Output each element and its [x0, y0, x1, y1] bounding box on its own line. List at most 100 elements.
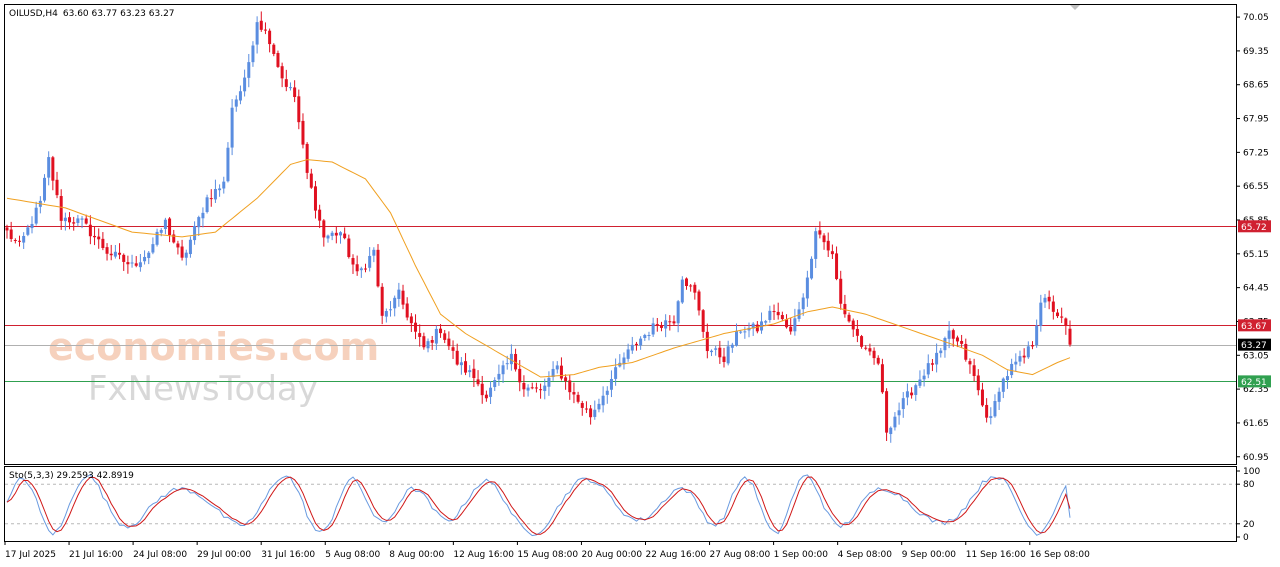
- candle-body: [964, 343, 968, 360]
- candle-body: [97, 236, 101, 240]
- candle-body: [376, 249, 380, 287]
- y-tick-label: 69.35: [1243, 47, 1269, 57]
- candle: [643, 333, 647, 341]
- candle: [343, 227, 347, 240]
- candle-body: [943, 337, 947, 351]
- candle-body: [1055, 312, 1059, 317]
- candle-body: [597, 403, 601, 410]
- candle: [459, 357, 463, 375]
- candle: [455, 343, 459, 366]
- candle: [872, 347, 876, 365]
- candle: [876, 355, 880, 366]
- candle: [172, 229, 176, 244]
- x-tick-label: 29 Jul 00:00: [197, 550, 251, 560]
- candle-body: [639, 338, 643, 346]
- candle: [34, 201, 38, 226]
- candle: [797, 301, 801, 322]
- candle: [860, 334, 864, 349]
- candle: [743, 326, 747, 339]
- candle: [918, 370, 922, 389]
- candle-body: [634, 343, 638, 346]
- candle: [393, 295, 397, 317]
- candle-body: [1014, 361, 1018, 365]
- candle: [689, 284, 693, 292]
- candle: [593, 400, 597, 420]
- candle-body: [805, 277, 809, 299]
- candle: [714, 345, 718, 356]
- candle: [188, 236, 192, 258]
- candle-body: [1001, 378, 1005, 392]
- candle-body: [76, 218, 80, 223]
- candle: [543, 378, 547, 400]
- candle-body: [284, 79, 288, 87]
- y-tick-label: 70.05: [1243, 13, 1269, 23]
- candle: [489, 381, 493, 405]
- candle: [605, 386, 609, 404]
- candle-body: [276, 53, 280, 67]
- candle-body: [218, 188, 222, 191]
- candle: [272, 43, 276, 57]
- candle-body: [101, 238, 105, 249]
- candle-body: [18, 240, 22, 242]
- candle-body: [351, 258, 355, 265]
- candle-body: [105, 247, 109, 254]
- candle: [826, 232, 830, 257]
- candle: [864, 345, 868, 351]
- stoch-main-line: [6, 474, 1071, 537]
- candle-body: [243, 77, 247, 92]
- candle-body: [422, 336, 426, 348]
- candle-body: [355, 264, 359, 272]
- candle: [180, 239, 184, 261]
- candle: [922, 369, 926, 387]
- candle: [772, 304, 776, 320]
- candle: [184, 249, 188, 266]
- candle: [126, 255, 130, 274]
- stochastic-layer: 100 80 20 0: [5, 467, 1260, 543]
- candle: [555, 361, 559, 374]
- candle: [259, 11, 263, 32]
- candle: [143, 250, 147, 265]
- candle-body: [614, 367, 618, 379]
- candle: [197, 215, 201, 237]
- candle-body: [518, 368, 522, 383]
- candle: [622, 352, 626, 370]
- candle: [434, 325, 438, 351]
- x-tick-label: 21 Jul 16:00: [69, 550, 123, 560]
- candle: [851, 318, 855, 337]
- candle: [509, 344, 513, 371]
- candle: [105, 243, 109, 261]
- candle-body: [743, 331, 747, 333]
- candle-body: [601, 395, 605, 406]
- candle-body: [755, 324, 759, 332]
- candle-body: [5, 227, 9, 231]
- candle-body: [576, 394, 580, 402]
- candle: [226, 142, 230, 183]
- candle-body: [1068, 328, 1072, 345]
- candle: [659, 321, 663, 332]
- candle: [72, 216, 76, 231]
- candle-body: [493, 380, 497, 388]
- candle-body: [193, 225, 197, 241]
- candle: [218, 184, 222, 197]
- candle-body: [80, 218, 84, 220]
- candle: [926, 354, 930, 379]
- candle: [55, 171, 59, 199]
- candle: [589, 405, 593, 425]
- candle: [322, 219, 326, 247]
- candle-body: [397, 289, 401, 299]
- candle: [447, 331, 451, 350]
- candle: [213, 179, 217, 203]
- chart-shift-marker[interactable]: [1070, 5, 1080, 10]
- candle-body: [72, 222, 76, 224]
- candle-body: [130, 262, 134, 264]
- candle-body: [935, 352, 939, 365]
- candle: [97, 228, 101, 249]
- candle-body: [326, 235, 330, 239]
- candle-body: [1035, 325, 1039, 346]
- candle: [122, 253, 126, 271]
- candle-body: [464, 361, 468, 373]
- stoch-tick-label: 0: [1243, 533, 1249, 543]
- candle-body: [426, 341, 430, 349]
- candle-body: [801, 297, 805, 310]
